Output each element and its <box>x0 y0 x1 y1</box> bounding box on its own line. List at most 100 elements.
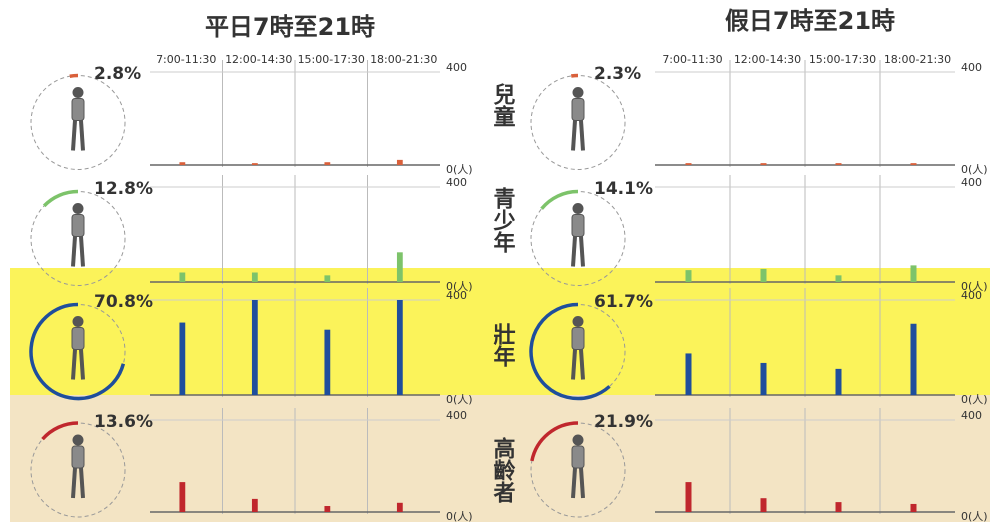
person-leg <box>81 468 83 498</box>
bar <box>911 324 917 395</box>
infographic: 平日7時至21時假日7時至21時兒童青少年壯年高齡者0(人)4007:00-11… <box>0 0 1000 522</box>
person-leg <box>73 350 75 380</box>
person-body <box>72 328 84 350</box>
bar <box>911 163 917 165</box>
bar <box>761 269 767 282</box>
y-tick-label: 0(人) <box>446 393 473 406</box>
y-tick-label: 0(人) <box>446 163 473 176</box>
share-label: 61.7% <box>594 292 653 312</box>
x-tick-label: 18:00-21:30 <box>884 53 951 66</box>
bar <box>252 499 258 512</box>
person-leg <box>73 121 75 151</box>
x-tick-label: 15:00-17:30 <box>809 53 876 66</box>
person-icon <box>72 88 84 151</box>
y-tick-label: 400 <box>961 289 982 302</box>
x-tick-label: 7:00-11:30 <box>156 53 216 66</box>
share-label: 70.8% <box>94 292 153 312</box>
y-tick-label: 0(人) <box>961 510 988 522</box>
y-tick-label: 400 <box>446 289 467 302</box>
person-body <box>72 446 84 468</box>
share-label: 14.1% <box>594 179 653 199</box>
person-leg <box>581 350 583 380</box>
bar <box>397 160 403 165</box>
person-body <box>572 215 584 237</box>
person-leg <box>573 121 575 151</box>
y-tick-label: 400 <box>961 409 982 422</box>
person-head <box>573 204 583 214</box>
bar <box>179 273 185 283</box>
person-head <box>73 88 83 98</box>
y-tick-label: 400 <box>446 409 467 422</box>
x-tick-label: 12:00-14:30 <box>225 53 292 66</box>
person-leg <box>73 468 75 498</box>
person-head <box>73 435 83 445</box>
share-label: 2.8% <box>94 64 141 84</box>
person-leg <box>573 350 575 380</box>
y-tick-label: 400 <box>446 61 467 74</box>
bar <box>179 162 185 165</box>
y-tick-label: 0(人) <box>446 510 473 522</box>
x-tick-label: 12:00-14:30 <box>734 53 801 66</box>
person-head <box>573 317 583 327</box>
y-tick-label: 400 <box>446 176 467 189</box>
bar <box>836 163 842 165</box>
person-leg <box>81 237 83 267</box>
bar <box>252 300 258 395</box>
person-body <box>72 215 84 237</box>
bar <box>761 363 767 395</box>
bar <box>836 502 842 512</box>
bar <box>179 323 185 395</box>
person-leg <box>581 468 583 498</box>
bar <box>324 275 330 282</box>
share-label: 21.9% <box>594 412 653 432</box>
share-label: 13.6% <box>94 412 153 432</box>
group-label: 高齡者 <box>490 436 517 504</box>
share-arc <box>542 192 578 209</box>
person-head <box>73 317 83 327</box>
bar <box>686 163 692 165</box>
share-arc <box>70 76 78 77</box>
share-label: 2.3% <box>594 64 641 84</box>
bar <box>686 353 692 395</box>
bar <box>911 504 917 512</box>
bar <box>252 273 258 283</box>
share-arc <box>44 192 78 206</box>
person-leg <box>581 121 583 151</box>
bar <box>397 300 403 395</box>
bar <box>324 162 330 165</box>
person-leg <box>573 237 575 267</box>
share-label: 12.8% <box>94 179 153 199</box>
bar <box>911 265 917 282</box>
person-body <box>572 446 584 468</box>
person-leg <box>81 121 83 151</box>
bar <box>397 503 403 512</box>
bar <box>252 163 258 165</box>
person-leg <box>581 237 583 267</box>
x-tick-label: 18:00-21:30 <box>370 53 437 66</box>
bar <box>179 482 185 512</box>
y-tick-label: 0(人) <box>961 393 988 406</box>
panel-title: 假日7時至21時 <box>725 7 895 35</box>
person-body <box>572 328 584 350</box>
group-label: 青少年 <box>490 187 517 253</box>
bar <box>836 369 842 395</box>
bar <box>324 330 330 395</box>
x-tick-label: 7:00-11:30 <box>662 53 722 66</box>
person-head <box>573 88 583 98</box>
y-tick-label: 400 <box>961 176 982 189</box>
person-icon <box>572 204 584 267</box>
bar <box>761 498 767 512</box>
person-head <box>573 435 583 445</box>
panel-title: 平日7時至21時 <box>205 13 375 41</box>
bar <box>397 252 403 282</box>
person-body <box>572 99 584 121</box>
person-body <box>72 99 84 121</box>
y-tick-label: 400 <box>961 61 982 74</box>
bar <box>324 506 330 512</box>
group-label: 兒童 <box>490 83 516 127</box>
bar <box>761 163 767 165</box>
bar <box>686 482 692 512</box>
x-tick-label: 15:00-17:30 <box>298 53 365 66</box>
person-icon <box>572 88 584 151</box>
bar <box>836 275 842 282</box>
